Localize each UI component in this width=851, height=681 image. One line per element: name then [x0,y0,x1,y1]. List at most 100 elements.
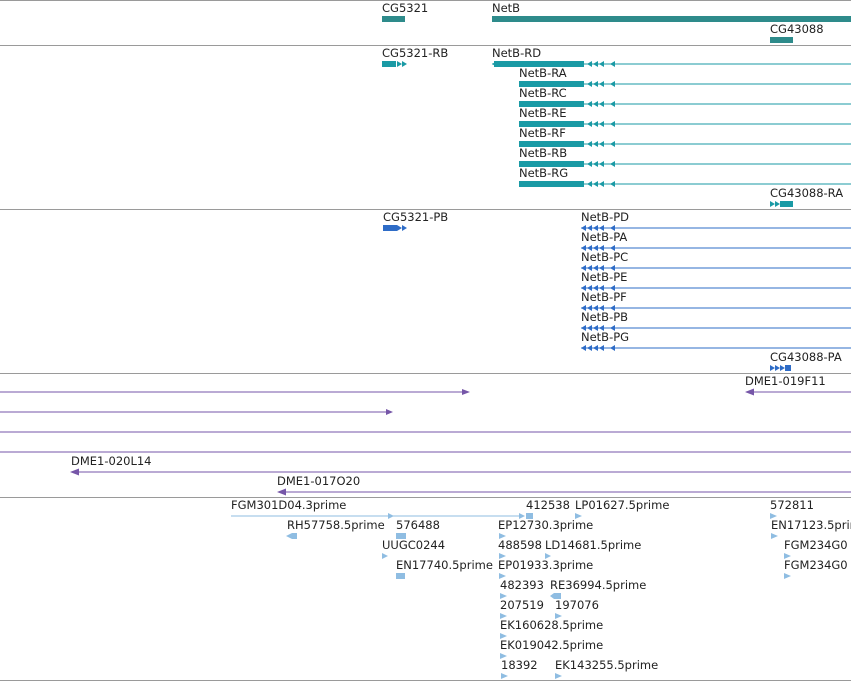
label-fgm234g0-b: FGM234G0 [784,558,848,572]
label-197076: 197076 [555,598,599,612]
est-207519[interactable] [500,613,507,619]
label-rh57758: RH57758.5prime [287,518,385,532]
label-18392: 18392 [501,658,538,672]
est-197076[interactable] [555,613,562,619]
protein-netb-pd[interactable] [581,225,851,231]
label-dme1-019f11: DME1-019F11 [745,374,826,388]
transcript-track [382,61,851,207]
clone-feature[interactable] [0,409,393,415]
label-netb-re: NetB-RE [519,106,567,120]
label-netb-pe: NetB-PE [581,270,628,284]
label-ep12730: EP12730.3prime [498,518,594,532]
label-ep01933: EP01933.3prime [498,558,594,572]
protein-netb-pc[interactable] [581,265,851,271]
clone-feature-dme1-019f11[interactable] [745,388,851,396]
est-ek160628[interactable] [500,633,507,639]
label-netb-pa: NetB-PA [581,230,628,244]
transcript-netb-rg[interactable] [519,181,851,187]
clone-track [0,388,851,496]
label-488598: 488598 [498,538,542,552]
clone-feature-dme1-020l14[interactable] [70,468,851,476]
label-207519: 207519 [500,598,544,612]
transcript-cg5321-rb[interactable] [382,61,407,67]
est-488598[interactable] [499,553,506,559]
label-cg5321-rb: CG5321-RB [382,46,449,60]
protein-netb-pb[interactable] [581,325,851,331]
transcript-netb-re[interactable] [519,121,851,127]
label-netb-rd: NetB-RD [492,46,542,60]
label-netb-pb: NetB-PB [581,310,629,324]
label-fgm234g0-a: FGM234G0 [784,538,848,552]
protein-netb-pf[interactable] [581,305,851,311]
protein-netb-pa[interactable] [581,245,851,251]
label-cg43088-pa: CG43088-PA [770,350,842,364]
label-netb-ra: NetB-RA [519,66,567,80]
gene-feature-cg43088[interactable] [770,37,793,43]
est-fgm234g0-b[interactable] [784,573,791,579]
label-fgm301d04: FGM301D04.3prime [231,498,347,512]
est-18392[interactable] [501,673,508,679]
est-track [231,513,791,679]
label-netb-pc: NetB-PC [581,250,629,264]
gene-track [382,16,851,43]
transcript-netb-rb[interactable] [519,161,851,167]
label-netb-rb: NetB-RB [519,146,568,160]
label-netb-pd: NetB-PD [581,210,630,224]
est-576488[interactable] [396,533,406,539]
label-netb-pf: NetB-PF [581,290,627,304]
label-cg5321: CG5321 [382,1,429,15]
est-ep12730[interactable] [499,533,506,539]
label-cg43088-ra: CG43088-RA [770,186,844,200]
est-en17123[interactable] [771,533,778,539]
protein-cg5321-pb[interactable] [383,225,407,231]
label-netb: NetB [492,1,521,15]
transcript-netb-rc[interactable] [519,101,851,107]
est-en17740[interactable] [396,573,405,579]
label-netb-rf: NetB-RF [519,126,566,140]
label-482393: 482393 [500,578,544,592]
est-482393[interactable] [500,593,507,599]
est-lp01627[interactable] [575,513,582,519]
label-en17740: EN17740.5prime [396,558,493,572]
transcript-netb-rd[interactable] [492,61,851,67]
label-lp01627: LP01627.5prime [575,498,670,512]
label-netb-rc: NetB-RC [519,86,567,100]
protein-cg43088-pa[interactable] [770,365,791,371]
transcript-cg43088-ra[interactable] [770,201,793,207]
est-fgm301d04[interactable] [231,513,525,519]
protein-netb-pg[interactable] [581,345,851,351]
label-412538: 412538 [526,498,570,512]
transcript-netb-ra[interactable] [519,81,851,87]
label-cg43088: CG43088 [770,22,824,36]
est-ek019042[interactable] [500,653,507,659]
label-dme1-020l14: DME1-020L14 [71,454,152,468]
label-576488: 576488 [396,518,440,532]
label-netb-pg: NetB-PG [581,330,630,344]
est-fgm234g0-a[interactable] [784,553,791,559]
est-ld14681[interactable] [545,553,551,559]
est-ek143255[interactable] [555,673,562,679]
est-re36994[interactable] [550,593,561,599]
gene-feature-cg5321[interactable] [382,16,405,22]
label-netb-rg: NetB-RG [519,166,569,180]
est-uugc0244[interactable] [382,553,388,559]
transcript-netb-rf[interactable] [519,141,851,147]
gene-feature-netb[interactable] [492,16,851,22]
est-ep01933[interactable] [499,573,506,579]
label-ek143255: EK143255.5prime [555,658,659,672]
label-cg5321-pb: CG5321-PB [383,210,449,224]
label-ek019042: EK019042.5prime [500,638,604,652]
est-572811[interactable] [770,513,777,519]
label-en17123: EN17123.5prime [771,518,851,532]
label-ld14681: LD14681.5prime [545,538,642,552]
est-412538[interactable] [526,513,533,519]
label-dme1-017o20: DME1-017O20 [277,474,361,488]
clone-feature-dme1-017o20[interactable] [277,488,851,496]
est-rh57758[interactable] [286,533,297,539]
clone-feature[interactable] [0,389,470,395]
protein-netb-pe[interactable] [581,285,851,291]
label-re36994: RE36994.5prime [550,578,647,592]
label-572811: 572811 [770,498,814,512]
